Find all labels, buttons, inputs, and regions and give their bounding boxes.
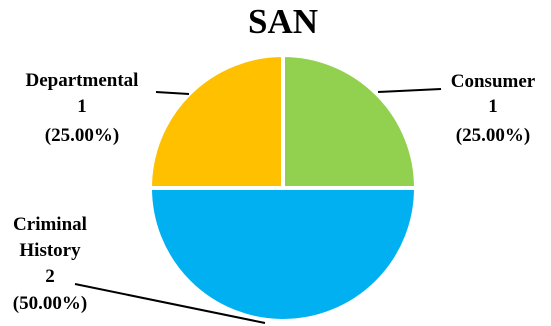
slice-label-departmental-value: 1: [77, 96, 87, 117]
slice-label-departmental-name: Departmental: [26, 70, 139, 91]
slice-label-criminal-history-line1: Criminal: [13, 214, 87, 235]
slice-label-departmental: Departmental 1 (25.00%): [26, 70, 139, 146]
slice-label-criminal-history: Criminal History 2 (50.00%): [13, 214, 87, 314]
slice-label-criminal-history-percent: (50.00%): [13, 293, 87, 314]
slice-label-criminal-history-value: 2: [45, 266, 55, 287]
slice-label-criminal-history-line2: History: [19, 240, 81, 261]
slice-label-consumer-percent: (25.00%): [456, 125, 530, 146]
leader-line-departmental: [155, 91, 190, 95]
pie-slice-consumer: [281, 53, 418, 190]
pie-slice-criminal-history: [148, 186, 418, 323]
pie-slices: [148, 53, 418, 323]
leader-lines: [74, 88, 442, 324]
slice-label-consumer: Consumer 1 (25.00%): [451, 71, 536, 146]
leader-line-consumer: [377, 88, 442, 93]
slice-label-departmental-percent: (25.00%): [45, 125, 119, 146]
chart-title: SAN: [248, 2, 318, 41]
slice-label-consumer-name: Consumer: [451, 71, 536, 92]
pie-slice-departmental: [148, 53, 285, 190]
leader-line-criminal-history: [74, 283, 266, 324]
slice-label-consumer-value: 1: [488, 96, 498, 117]
